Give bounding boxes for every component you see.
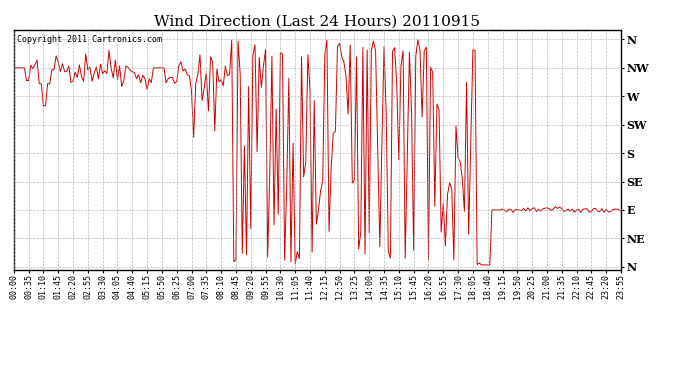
Text: Copyright 2011 Cartronics.com: Copyright 2011 Cartronics.com — [17, 35, 162, 44]
Title: Wind Direction (Last 24 Hours) 20110915: Wind Direction (Last 24 Hours) 20110915 — [155, 15, 480, 29]
